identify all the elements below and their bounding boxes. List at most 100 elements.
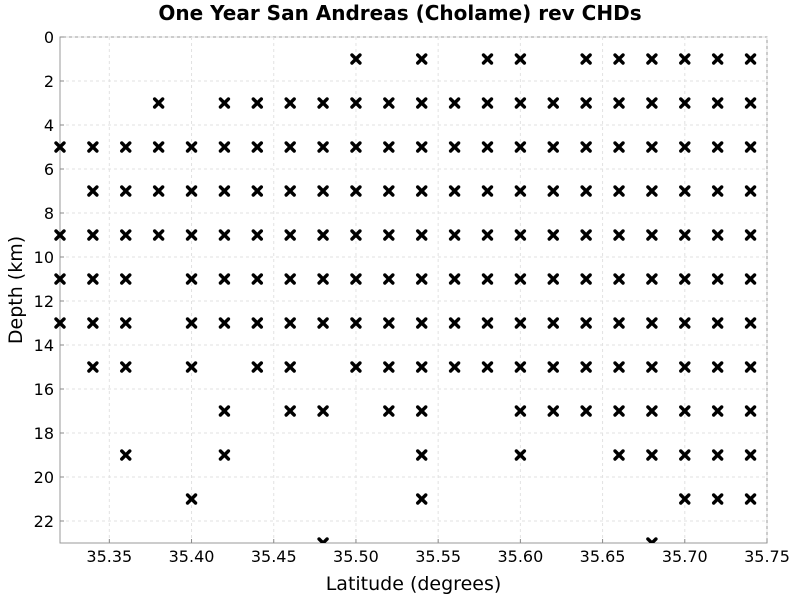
data-point-marker	[613, 141, 625, 153]
data-point-marker	[711, 273, 724, 285]
data-point-marker	[448, 141, 461, 153]
data-point-marker	[646, 449, 658, 461]
data-point-marker	[54, 273, 66, 285]
data-point-marker	[120, 449, 132, 461]
y-tick-label: 12	[34, 292, 54, 311]
data-point-marker	[120, 229, 132, 241]
data-point-marker	[120, 141, 132, 153]
data-point-marker	[87, 229, 99, 241]
data-point-marker	[514, 185, 527, 197]
data-point-marker	[613, 317, 625, 329]
data-point-marker	[120, 361, 132, 373]
data-point-marker	[646, 229, 658, 241]
data-point-marker	[744, 361, 757, 373]
x-tick-label: 35.70	[662, 547, 708, 566]
x-tick-label: 35.45	[251, 547, 297, 566]
chart-title: One Year San Andreas (Cholame) rev CHDs	[158, 1, 641, 25]
data-point-marker	[646, 537, 658, 543]
data-point-marker	[448, 273, 461, 285]
data-point-marker	[120, 317, 132, 329]
data-point-marker	[744, 185, 757, 197]
data-point-marker	[317, 141, 329, 153]
data-point-marker	[580, 97, 592, 109]
data-point-marker	[646, 97, 658, 109]
data-point-marker	[284, 141, 296, 153]
y-tick-label: 22	[34, 512, 54, 531]
data-point-marker	[448, 229, 461, 241]
data-point-marker	[416, 141, 428, 153]
grid-lines	[60, 36, 768, 543]
data-point-marker	[711, 97, 724, 109]
data-point-marker	[152, 97, 165, 109]
y-tick-label: 18	[34, 424, 54, 443]
data-point-marker	[580, 53, 592, 65]
y-tick-label: 8	[44, 204, 54, 223]
data-point-marker	[416, 185, 428, 197]
data-point-marker	[679, 317, 691, 329]
data-point-marker	[284, 97, 296, 109]
data-point-marker	[547, 405, 559, 417]
data-point-marker	[383, 97, 395, 109]
data-point-marker	[350, 361, 362, 373]
data-point-marker	[251, 185, 264, 197]
x-tick-label: 35.40	[169, 547, 215, 566]
data-point-marker	[284, 229, 296, 241]
data-point-marker	[416, 97, 428, 109]
y-axis: 0 2 4 6 8 10 12 14 16 18 20 22	[34, 28, 54, 531]
x-axis: 35.35 35.40 35.45 35.50 35.55 35.60 35.65 35.70…	[86, 547, 789, 566]
data-point-marker	[416, 493, 428, 505]
data-point-marker	[383, 361, 395, 373]
data-point-marker	[87, 317, 99, 329]
data-point-marker	[350, 141, 362, 153]
data-point-marker	[646, 317, 658, 329]
data-point-marker	[711, 405, 724, 417]
data-point-marker	[350, 317, 362, 329]
data-point-marker	[613, 361, 625, 373]
data-point-marker	[547, 229, 559, 241]
data-point-marker	[218, 273, 231, 285]
data-points	[54, 53, 757, 543]
data-point-marker	[87, 141, 99, 153]
data-point-marker	[87, 273, 99, 285]
data-point-marker	[218, 405, 231, 417]
data-point-marker	[120, 273, 132, 285]
data-point-marker	[251, 317, 264, 329]
data-point-marker	[481, 53, 494, 65]
data-point-marker	[547, 273, 559, 285]
data-point-marker	[514, 229, 527, 241]
data-point-marker	[350, 53, 362, 65]
y-tick-label: 14	[34, 336, 54, 355]
data-point-marker	[120, 185, 132, 197]
data-point-marker	[711, 141, 724, 153]
data-point-marker	[744, 449, 757, 461]
data-point-marker	[547, 317, 559, 329]
data-point-marker	[744, 317, 757, 329]
data-point-marker	[547, 141, 559, 153]
data-point-marker	[580, 141, 592, 153]
data-point-marker	[679, 53, 691, 65]
data-point-marker	[711, 449, 724, 461]
data-point-marker	[218, 449, 231, 461]
data-point-marker	[416, 273, 428, 285]
data-point-marker	[547, 185, 559, 197]
data-point-marker	[317, 97, 329, 109]
data-point-marker	[481, 273, 494, 285]
data-point-marker	[383, 141, 395, 153]
data-point-marker	[679, 493, 691, 505]
data-point-marker	[679, 361, 691, 373]
data-point-marker	[54, 141, 66, 153]
data-point-marker	[514, 361, 527, 373]
data-point-marker	[251, 273, 264, 285]
data-point-marker	[481, 361, 494, 373]
data-point-marker	[481, 185, 494, 197]
data-point-marker	[580, 405, 592, 417]
x-axis-label: Latitude (degrees)	[326, 573, 502, 595]
y-tick-label: 2	[44, 72, 54, 91]
data-point-marker	[284, 185, 296, 197]
plot-area	[54, 36, 768, 544]
data-point-marker	[613, 53, 625, 65]
data-point-marker	[383, 273, 395, 285]
data-point-marker	[185, 273, 198, 285]
x-tick-label: 35.60	[497, 547, 543, 566]
data-point-marker	[383, 317, 395, 329]
